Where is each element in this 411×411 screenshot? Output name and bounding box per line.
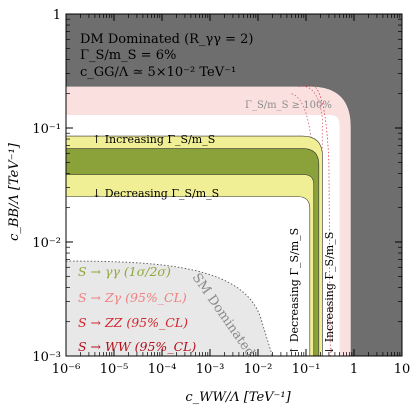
x-tick-label: 10⁻³ bbox=[196, 362, 225, 377]
decreasing-width-label: ↓ Decreasing Γ_S/m_S bbox=[92, 187, 219, 200]
x-tick-label: 10 bbox=[394, 362, 411, 377]
width-limit-band bbox=[66, 86, 351, 356]
width-contour-1 bbox=[298, 85, 323, 356]
x-tick-label: 10⁻⁵ bbox=[100, 362, 129, 377]
x-tick-label: 10⁻⁶ bbox=[52, 362, 81, 377]
info-line-2: Γ_S/m_S = 6% bbox=[80, 48, 176, 63]
info-line-3: c_GG/Λ ≃ 5×10⁻² TeV⁻¹ bbox=[80, 65, 236, 80]
tick-layer: 10⁻⁶ 10⁻⁵ 10⁻⁴ 10⁻³ 10⁻² 10⁻¹ 1 10 10⁻³ 10⁻² 10⁻¹ 1 bbox=[32, 8, 410, 377]
decreasing-width-vertical-label: ↑ Decreasing Γ_S/m_S bbox=[288, 228, 301, 355]
y-tick-label: 10⁻³ bbox=[32, 350, 61, 365]
gamma-gamma-2sigma-band bbox=[66, 135, 323, 356]
width-limit-label: Γ_S/m_S ≥ 100% bbox=[245, 100, 332, 111]
legend-entry-z-gamma: S → Zγ (95%_CL) bbox=[78, 290, 187, 305]
plot-area: 10⁻⁶ 10⁻⁵ 10⁻⁴ 10⁻³ 10⁻² 10⁻¹ 1 10 10⁻³ 10⁻² 10⁻¹ 1 bbox=[32, 8, 410, 377]
info-box: DM Dominated (R_γγ = 2) Γ_S/m_S = 6% c_G… bbox=[80, 32, 254, 80]
x-axis-title: c_WW/Λ [TeV⁻¹] bbox=[185, 390, 291, 405]
sm-dominated-region bbox=[66, 260, 273, 356]
y-tick-label: 10⁻¹ bbox=[32, 122, 61, 137]
legend-entry-gamma-gamma: S → γγ (1σ/2σ) bbox=[78, 264, 171, 279]
legend: S → γγ (1σ/2σ) S → Zγ (95%_CL) S → ZZ (9… bbox=[78, 264, 196, 354]
y-tick-label: 1 bbox=[53, 8, 61, 23]
x-tick-label: 1 bbox=[350, 362, 358, 377]
legend-entry-ww: S → WW (95%_CL) bbox=[78, 339, 196, 354]
x-tick-label: 10⁻⁴ bbox=[148, 362, 177, 377]
increasing-width-vertical-label: ↓ Increasing Γ_S/m_S bbox=[323, 232, 336, 355]
x-tick-label: 10⁻² bbox=[244, 362, 273, 377]
plot-frame bbox=[65, 13, 403, 357]
gamma-gamma-1sigma-band bbox=[66, 148, 320, 356]
zz-contour bbox=[305, 84, 331, 356]
legend-entry-zz: S → ZZ (95%_CL) bbox=[78, 315, 188, 330]
excluded-region bbox=[66, 14, 402, 356]
info-line-1: DM Dominated (R_γγ = 2) bbox=[80, 32, 254, 47]
x-tick-label: 10⁻¹ bbox=[292, 362, 321, 377]
region-layer bbox=[66, 14, 402, 356]
increasing-width-label: ↑ Increasing Γ_S/m_S bbox=[92, 133, 215, 146]
y-axis-title: c_BB/Λ [TeV⁻¹] bbox=[7, 142, 22, 241]
y-tick-label: 10⁻² bbox=[32, 236, 61, 251]
